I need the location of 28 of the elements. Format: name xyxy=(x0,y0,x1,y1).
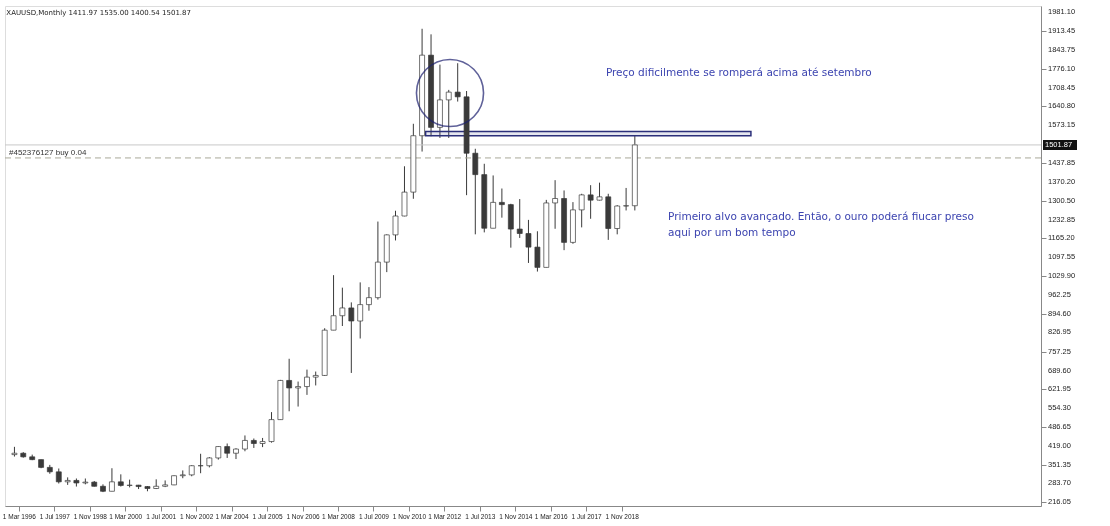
candlestick xyxy=(268,411,275,444)
candlestick xyxy=(587,184,594,220)
candlestick xyxy=(614,204,621,235)
candlestick xyxy=(454,62,461,103)
candlestick xyxy=(286,358,292,412)
candlestick xyxy=(348,301,355,374)
candlestick xyxy=(366,286,372,312)
candlestick xyxy=(109,467,115,492)
candlestick xyxy=(578,193,585,228)
candlestick xyxy=(392,210,399,241)
candlestick xyxy=(339,287,346,327)
ref-line-label: #452376127 buy 0.04 xyxy=(9,147,87,157)
candlestick xyxy=(357,281,364,339)
candlestick xyxy=(499,188,505,219)
candlestick xyxy=(525,219,532,264)
candlestick xyxy=(534,230,541,273)
candlestick xyxy=(401,165,408,217)
candlestick xyxy=(233,447,239,460)
candlestick xyxy=(552,179,558,230)
candlestick xyxy=(330,274,337,331)
candlestick xyxy=(472,148,479,235)
candlestick xyxy=(445,89,452,139)
candlestick xyxy=(304,369,310,396)
candlestick xyxy=(295,381,301,408)
annotation: Primeiro alvo avançado. Então, o ouro poderá fiucar preso aqui por um bom tempo xyxy=(668,210,974,238)
candlestick xyxy=(516,198,523,239)
candlestick xyxy=(623,187,629,211)
annotation: Preço dificilmente se romperá acima até setembro xyxy=(605,66,872,78)
